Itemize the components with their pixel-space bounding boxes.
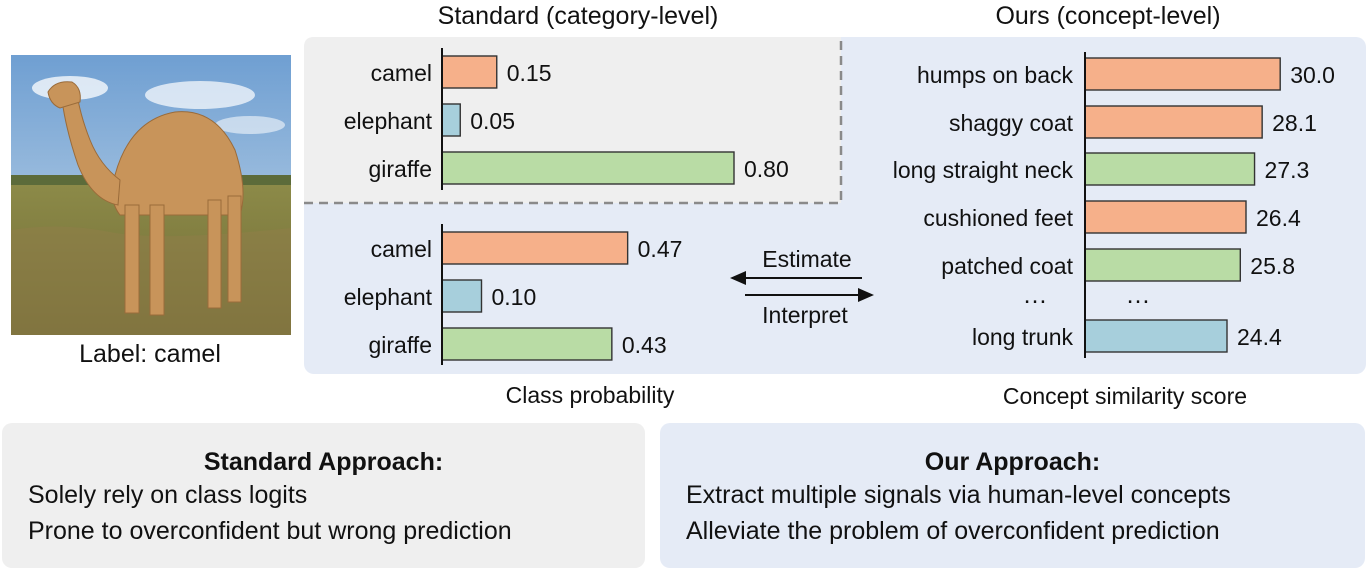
concept-shaggy-coat-label: shaggy coat bbox=[949, 110, 1074, 136]
standard-elephant-bar bbox=[441, 103, 461, 137]
our-approach-line-1: Extract multiple signals via human-level… bbox=[686, 481, 1231, 509]
ours-prob-camel-bar bbox=[441, 231, 629, 265]
camel-photo bbox=[11, 55, 291, 335]
standard-camel-bar bbox=[441, 55, 498, 89]
standard-heading: Standard (category-level) bbox=[438, 2, 719, 30]
standard-panel-dashed-border bbox=[304, 37, 843, 205]
ours-prob-giraffe-value: 0.43 bbox=[622, 332, 667, 358]
standard-giraffe-label: giraffe bbox=[368, 156, 432, 182]
our-approach-box: Our Approach: Extract multiple signals v… bbox=[660, 423, 1365, 568]
concept-similarity-label: Concept similarity score bbox=[1003, 383, 1247, 409]
ours-prob-camel-value: 0.47 bbox=[638, 236, 683, 262]
standard-approach-line-1: Solely rely on class logits bbox=[28, 481, 308, 509]
concept-patched-coat-label: patched coat bbox=[941, 253, 1073, 279]
ours-prob-chart: camel 0.47 elephant 0.10 giraffe 0.43 bbox=[344, 224, 683, 365]
concept-humps-on-back-bar bbox=[1084, 57, 1281, 91]
ours-prob-giraffe-label: giraffe bbox=[368, 332, 432, 358]
our-approach-title: Our Approach: bbox=[924, 448, 1101, 476]
concept-long-trunk-label: long trunk bbox=[972, 324, 1074, 350]
ours-heading: Ours (concept-level) bbox=[995, 2, 1220, 30]
estimate-label: Estimate bbox=[762, 246, 851, 272]
concept-cushioned-feet-label: cushioned feet bbox=[923, 205, 1073, 231]
standard-camel-label: camel bbox=[371, 60, 432, 86]
standard-chart: camel 0.15 elephant 0.05 giraffe 0.80 bbox=[344, 48, 789, 190]
concept-long-trunk-value: 24.4 bbox=[1237, 324, 1282, 350]
concept-cushioned-feet-value: 26.4 bbox=[1256, 205, 1301, 231]
ours-prob-giraffe-bar bbox=[441, 327, 613, 361]
concept-cushioned-feet-bar bbox=[1084, 200, 1247, 234]
concept-ellipsis-bar: … bbox=[1126, 281, 1151, 309]
interpret-arrow bbox=[745, 288, 874, 302]
concept-ellipsis-label: … bbox=[1023, 281, 1048, 309]
standard-approach-box: Standard Approach: Solely rely on class … bbox=[2, 423, 645, 568]
standard-giraffe-value: 0.80 bbox=[744, 156, 789, 182]
standard-elephant-value: 0.05 bbox=[470, 108, 515, 134]
ours-prob-elephant-value: 0.10 bbox=[492, 284, 537, 310]
estimate-arrow bbox=[730, 271, 862, 285]
concept-long-straight-neck-bar bbox=[1084, 152, 1256, 186]
image-label: Label: camel bbox=[79, 340, 221, 368]
concept-humps-on-back-label: humps on back bbox=[917, 62, 1073, 88]
concept-patched-coat-bar bbox=[1084, 248, 1242, 282]
ours-prob-elephant-label: elephant bbox=[344, 284, 433, 310]
ours-prob-camel-label: camel bbox=[371, 236, 432, 262]
concept-long-straight-neck-value: 27.3 bbox=[1265, 157, 1310, 183]
concept-chart: humps on back 30.0 shaggy coat 28.1 long str… bbox=[893, 52, 1335, 358]
concept-shaggy-coat-bar bbox=[1084, 105, 1263, 139]
standard-approach-line-2: Prone to overconfident but wrong predict… bbox=[28, 517, 512, 545]
interpret-label: Interpret bbox=[762, 302, 848, 328]
standard-approach-title: Standard Approach: bbox=[203, 448, 444, 476]
concept-shaggy-coat-value: 28.1 bbox=[1272, 110, 1317, 136]
class-probability-label: Class probability bbox=[506, 382, 675, 408]
concept-patched-coat-value: 25.8 bbox=[1250, 253, 1295, 279]
standard-giraffe-bar bbox=[441, 151, 735, 185]
standard-elephant-label: elephant bbox=[344, 108, 433, 134]
concept-long-trunk-bar bbox=[1084, 319, 1228, 353]
ours-prob-elephant-bar bbox=[441, 279, 483, 313]
standard-camel-value: 0.15 bbox=[507, 60, 552, 86]
concept-long-straight-neck-label: long straight neck bbox=[893, 157, 1074, 183]
our-approach-line-2: Alleviate the problem of overconfident p… bbox=[686, 517, 1220, 545]
concept-humps-on-back-value: 30.0 bbox=[1290, 62, 1335, 88]
